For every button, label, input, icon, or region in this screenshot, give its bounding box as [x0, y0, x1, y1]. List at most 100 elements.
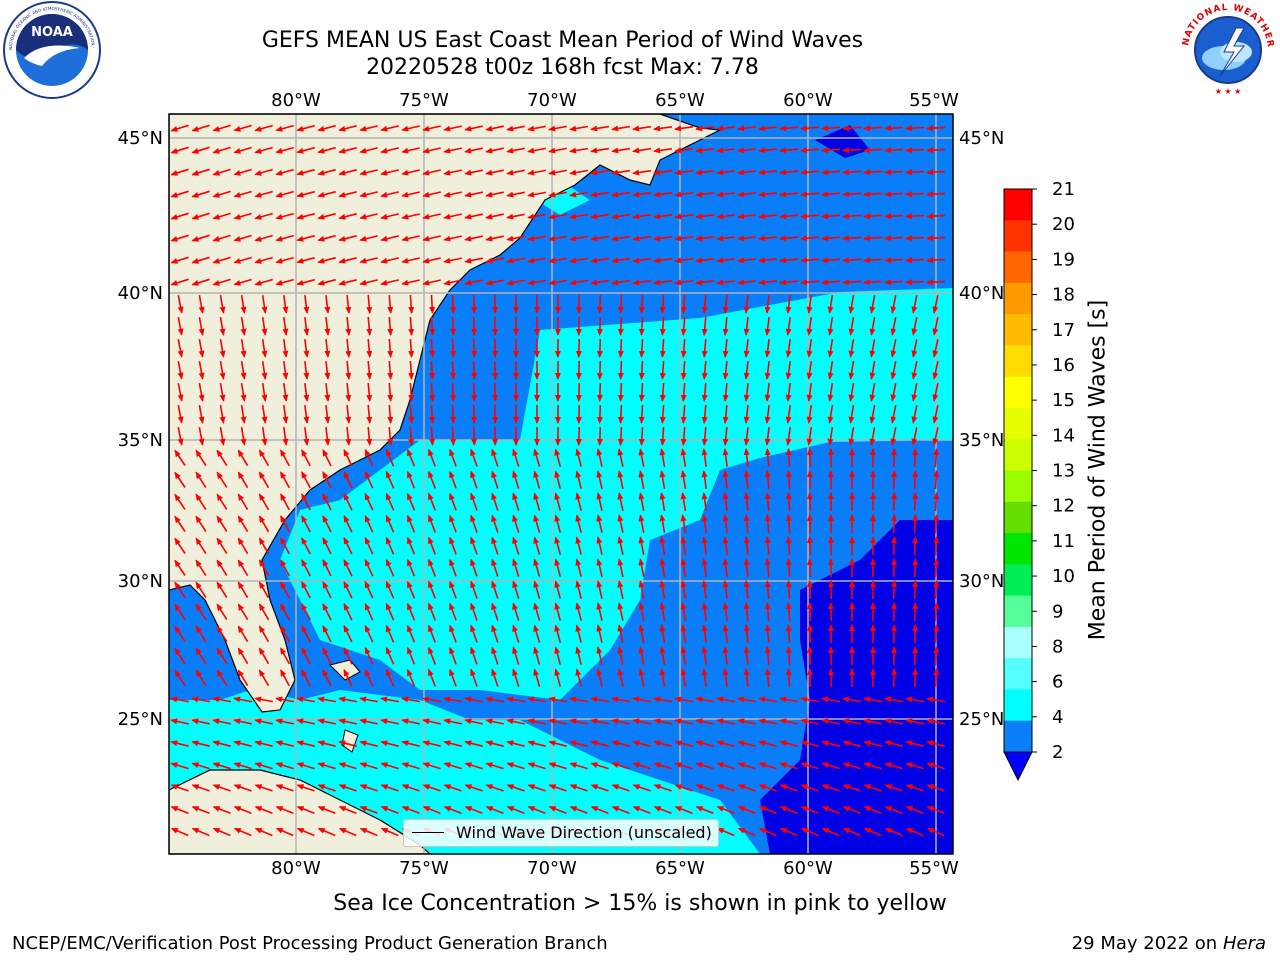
wave-direction-arrow [674, 257, 694, 264]
wave-direction-arrow [701, 426, 708, 446]
wave-direction-arrow [533, 470, 541, 489]
wave-direction-arrow [491, 448, 499, 467]
wave-direction-arrow [884, 762, 903, 770]
wave-direction-arrow [338, 279, 357, 286]
wave-direction-arrow [701, 316, 708, 336]
wave-direction-arrow [800, 696, 820, 703]
wave-direction-arrow [219, 316, 226, 336]
wave-direction-arrow [216, 647, 228, 665]
wave-direction-arrow [632, 213, 652, 220]
wave-direction-arrow [884, 740, 903, 747]
wave-direction-arrow [464, 279, 483, 286]
lat-ticks-left: 45°N 40°N 35°N 30°N 25°N [118, 128, 163, 730]
wave-direction-arrow [863, 235, 883, 242]
wave-direction-arrow [884, 191, 904, 198]
wave-direction-arrow [237, 559, 249, 577]
wave-direction-arrow [722, 646, 729, 665]
wave-direction-arrow [170, 190, 189, 198]
wave-direction-arrow [422, 125, 441, 132]
wave-direction-arrow [680, 646, 687, 666]
wave-direction-arrow [884, 696, 904, 703]
wave-direction-arrow [806, 338, 813, 358]
wave-direction-arrow [443, 235, 462, 242]
colorbar-bin [1004, 533, 1032, 565]
wave-direction-arrow [212, 718, 231, 725]
wave-direction-arrow [722, 668, 729, 687]
wave-direction-arrow [743, 602, 750, 622]
lon-ticks-bottom: 80°W 75°W 70°W 65°W 60°W 55°W [271, 858, 959, 879]
wave-direction-arrow [758, 235, 778, 242]
wave-direction-arrow [695, 696, 715, 703]
wave-direction-arrow [785, 668, 792, 688]
wave-direction-arrow [216, 669, 228, 687]
wave-direction-arrow [422, 235, 441, 242]
wave-direction-arrow [212, 827, 231, 837]
wave-direction-arrow [863, 147, 883, 154]
wave-direction-arrow [932, 317, 939, 336]
wave-direction-arrow [863, 784, 882, 792]
wave-direction-arrow [450, 294, 457, 314]
colorbar-bin [1004, 658, 1032, 690]
wave-direction-arrow [842, 806, 861, 814]
wave-direction-arrow [491, 492, 499, 511]
wave-direction-arrow [198, 338, 205, 358]
wave-direction-arrow [764, 558, 771, 578]
wave-direction-arrow [212, 212, 231, 220]
chart-title: GEFS MEAN US East Coast Mean Period of W… [261, 28, 864, 53]
wave-direction-arrow [254, 256, 273, 264]
wave-direction-arrow [869, 404, 876, 424]
wave-direction-arrow [590, 125, 610, 132]
wave-direction-arrow [905, 740, 924, 747]
colorbar-bin [1004, 220, 1032, 253]
wave-direction-arrow [590, 213, 610, 220]
wave-direction-arrow [471, 360, 478, 380]
wave-direction-arrow [701, 514, 708, 534]
wave-direction-arrow [170, 212, 189, 220]
wave-direction-arrow [170, 234, 189, 242]
wave-direction-arrow [891, 602, 898, 622]
wave-direction-arrow [821, 169, 841, 176]
wave-direction-arrow [695, 279, 714, 286]
wave-direction-arrow [869, 382, 876, 402]
wave-direction-arrow [596, 470, 603, 489]
wave-direction-arrow [905, 279, 925, 286]
wave-direction-arrow [491, 536, 499, 555]
wave-direction-arrow [254, 740, 273, 747]
wave-direction-arrow [743, 405, 750, 424]
wave-direction-arrow [653, 784, 672, 792]
wave-direction-arrow [177, 339, 184, 358]
wave-direction-arrow [170, 718, 189, 725]
wave-direction-arrow [406, 514, 416, 533]
wave-direction-arrow [590, 169, 610, 176]
wave-direction-arrow [884, 279, 904, 286]
wave-direction-arrow [722, 602, 729, 621]
wave-direction-arrow [471, 426, 478, 446]
wave-direction-arrow [800, 169, 820, 176]
wave-direction-arrow [359, 718, 378, 725]
wave-direction-arrow [638, 360, 645, 380]
wave-direction-arrow [506, 257, 525, 264]
wave-direction-arrow [422, 696, 442, 703]
wave-direction-arrow [764, 624, 771, 644]
wave-direction-arrow [653, 718, 672, 725]
wave-direction-arrow [338, 125, 357, 132]
wave-direction-arrow [716, 125, 735, 132]
wave-direction-arrow [659, 602, 666, 622]
wave-direction-arrow [890, 361, 897, 380]
nws-logo: NATIONAL WEATHER SERVICE ★ ★ ★ [1178, 0, 1276, 98]
wave-direction-arrow [716, 696, 736, 703]
wave-direction-arrow [863, 740, 882, 747]
wave-direction-arrow [569, 191, 589, 198]
wave-direction-arrow [254, 234, 273, 242]
wave-direction-arrow [905, 191, 925, 198]
wave-direction-arrow [569, 147, 589, 154]
wave-direction-arrow [401, 740, 420, 747]
wave-direction-arrow [863, 213, 883, 220]
wave-direction-arrow [322, 603, 332, 621]
wave-direction-arrow [933, 492, 940, 512]
colorbar-bin [1004, 720, 1032, 753]
wave-direction-arrow [216, 471, 228, 489]
wave-direction-arrow [827, 360, 834, 380]
wave-direction-arrow [869, 426, 876, 446]
wave-direction-arrow [485, 806, 504, 814]
